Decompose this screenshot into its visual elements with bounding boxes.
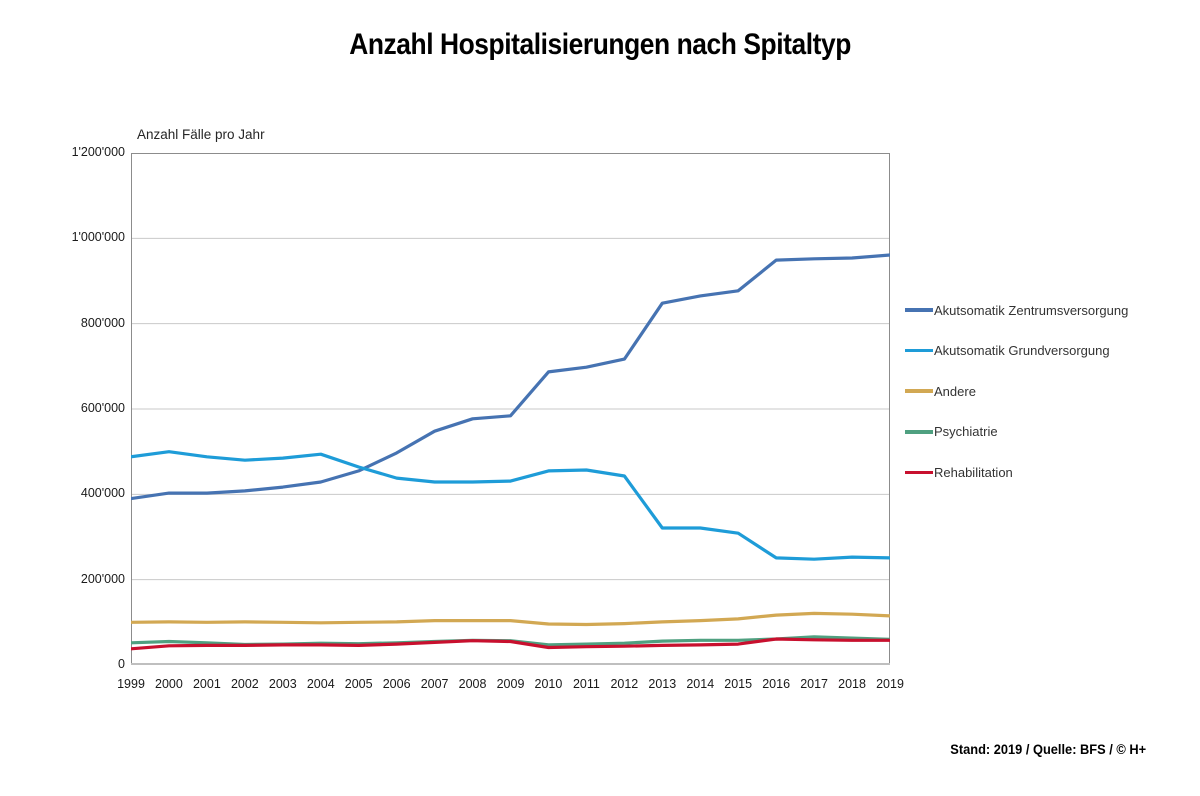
x-tick-label: 2017 xyxy=(800,677,828,691)
x-tick-label: 2015 xyxy=(724,677,753,691)
series-line-akutsomatik-zentrumsversorgung xyxy=(131,253,890,501)
x-tick-label: 2007 xyxy=(420,677,449,691)
x-tick-label: 2006 xyxy=(382,677,411,691)
y-tick-label: 0 xyxy=(118,657,125,671)
x-tick-label: 2011 xyxy=(572,677,600,691)
legend-item-rehabilitation: Rehabilitation xyxy=(905,462,1013,482)
y-tick-label: 1'000'000 xyxy=(71,230,125,245)
series-line-rehabilitation xyxy=(131,637,890,651)
legend-item-akutsomatik-grundversorgung: Akutsomatik Grundversorgung xyxy=(905,341,1110,361)
x-tick-label: 2014 xyxy=(686,677,715,691)
y-axis-title: Anzahl Fälle pro Jahr xyxy=(137,127,265,142)
legend-line-swatch xyxy=(905,389,933,393)
legend-item-label: Psychiatrie xyxy=(934,424,998,440)
legend-item-label: Akutsomatik Zentrumsversorgung xyxy=(934,302,1129,318)
plot-area xyxy=(131,153,890,665)
x-tick-label: 2019 xyxy=(876,677,904,691)
y-tick-label: 400'000 xyxy=(80,486,125,501)
legend-item-andere: Andere xyxy=(905,381,976,401)
legend-item-label: Rehabilitation xyxy=(934,464,1013,480)
x-tick-label: 2000 xyxy=(155,677,183,691)
x-tick-label: 2002 xyxy=(230,677,259,691)
x-tick-label: 1999 xyxy=(117,677,145,691)
x-tick-label: 2009 xyxy=(496,677,525,691)
page-title: Anzahl Hospitalisierungen nach Spitaltyp xyxy=(349,28,851,61)
x-tick-label: 2003 xyxy=(268,677,297,691)
legend-line-swatch xyxy=(905,470,933,475)
x-tick-label: 2018 xyxy=(838,677,866,691)
x-tick-label: 2012 xyxy=(610,677,639,691)
legend-line-swatch xyxy=(905,348,933,353)
legend-line-swatch xyxy=(905,308,933,312)
x-tick-label: 2008 xyxy=(458,677,487,691)
legend-item-akutsomatik-zentrumsversorgung: Akutsomatik Zentrumsversorgung xyxy=(905,300,1128,320)
series-line-andere xyxy=(131,611,890,627)
y-tick-label: 1'200'000 xyxy=(71,145,125,159)
legend-line-swatch xyxy=(905,430,933,434)
x-tick-label: 2016 xyxy=(762,677,791,691)
series-line-akutsomatik-grundversorgung xyxy=(131,450,890,561)
legend-item-psychiatrie: Psychiatrie xyxy=(905,422,998,442)
x-tick-label: 2001 xyxy=(192,677,221,691)
footer-note: Stand: 2019 / Quelle: BFS / © H+ xyxy=(950,742,1146,757)
x-tick-label: 2004 xyxy=(306,677,335,691)
x-tick-label: 2005 xyxy=(344,677,373,691)
y-tick-label: 800'000 xyxy=(80,315,125,330)
y-tick-label: 200'000 xyxy=(80,571,125,586)
x-tick-label: 2010 xyxy=(534,677,563,691)
y-tick-label: 600'000 xyxy=(80,401,125,415)
legend-item-label: Andere xyxy=(934,383,976,399)
legend-item-label: Akutsomatik Grundversorgung xyxy=(934,343,1110,359)
x-tick-label: 2013 xyxy=(648,677,677,691)
